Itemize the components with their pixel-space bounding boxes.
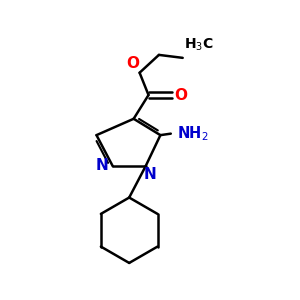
- Text: O: O: [175, 88, 188, 103]
- Text: H$_3$C: H$_3$C: [184, 37, 214, 53]
- Text: N: N: [144, 167, 156, 182]
- Text: N: N: [96, 158, 109, 173]
- Text: NH$_2$: NH$_2$: [177, 124, 208, 143]
- Text: O: O: [127, 56, 140, 71]
